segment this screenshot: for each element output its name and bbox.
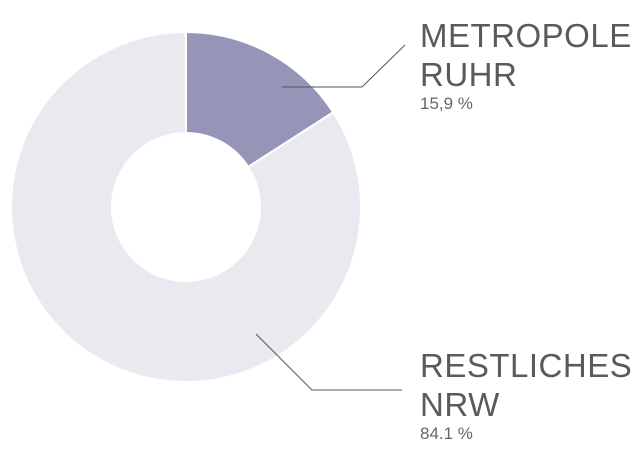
leader-line: [282, 44, 406, 88]
label-group: RESTLICHES NRW 84.1 %: [420, 346, 632, 444]
leader-line: [255, 333, 402, 391]
slice-label: METROPOLE RUHR: [420, 17, 632, 93]
value-label: 15,9 %: [420, 94, 473, 113]
label-group: METROPOLE RUHR 15,9 %: [420, 16, 632, 114]
slice-label: RESTLICHES NRW: [420, 347, 632, 423]
slice: [185, 30, 335, 169]
value-label: 84.1 %: [420, 424, 473, 443]
slice: [10, 30, 362, 383]
